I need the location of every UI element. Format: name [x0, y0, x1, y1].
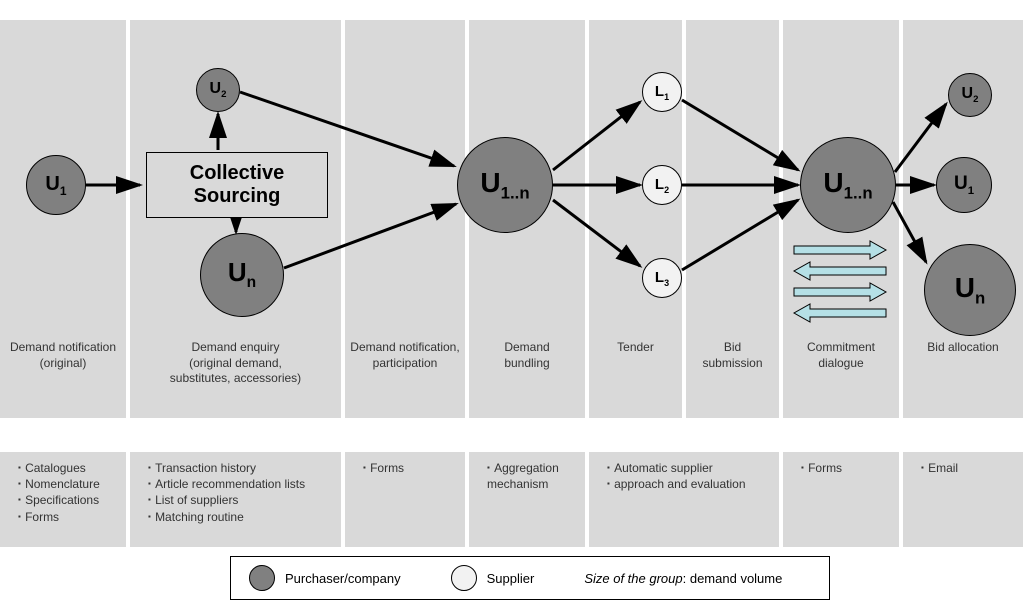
node-un_bot: Un	[200, 233, 284, 317]
node-l2: L2	[642, 165, 682, 205]
info-box-1: CataloguesNomenclatureSpecificationsForm…	[0, 452, 126, 547]
stage-label-7: Commitmentdialogue	[783, 340, 899, 371]
cs-line1: Collective	[190, 162, 284, 184]
node-l1: L1	[642, 72, 682, 112]
legend-purchaser-swatch	[249, 565, 275, 591]
info-box-5: Automatic supplierapproach and evaluatio…	[589, 452, 779, 547]
legend: Purchaser/company Supplier Size of the g…	[230, 556, 830, 600]
node-u1n_right: U1..n	[800, 137, 896, 233]
stage-label-6: Bidsubmission	[686, 340, 779, 371]
node-u1n_mid: U1..n	[457, 137, 553, 233]
stage-label-1: Demand notification(original)	[0, 340, 126, 371]
legend-size-note: Size of the group: demand volume	[584, 571, 782, 586]
stage-label-5: Tender	[589, 340, 682, 356]
info-box-3: Forms	[345, 452, 465, 547]
node-u2_r: U2	[948, 73, 992, 117]
stage-label-3: Demand notification,participation	[345, 340, 465, 371]
collective-sourcing-box: Collective Sourcing	[146, 152, 328, 218]
legend-supplier-label: Supplier	[487, 571, 535, 586]
stage-label-4: Demandbundling	[469, 340, 585, 371]
legend-supplier-swatch	[451, 565, 477, 591]
stage-label-2: Demand enquiry(original demand,substitut…	[130, 340, 341, 387]
info-box-6: Forms	[783, 452, 899, 547]
node-l3: L3	[642, 258, 682, 298]
node-u1_left: U1	[26, 155, 86, 215]
info-box-2: Transaction historyArticle recommendatio…	[130, 452, 341, 547]
cs-line2: Sourcing	[194, 185, 281, 207]
info-box-7: Email	[903, 452, 1023, 547]
legend-purchaser-label: Purchaser/company	[285, 571, 401, 586]
node-un_r: Un	[924, 244, 1016, 336]
stage-label-8: Bid allocation	[903, 340, 1023, 356]
info-box-4: Aggregation mechanism	[469, 452, 585, 547]
node-u1_r: U1	[936, 157, 992, 213]
node-u2_top: U2	[196, 68, 240, 112]
